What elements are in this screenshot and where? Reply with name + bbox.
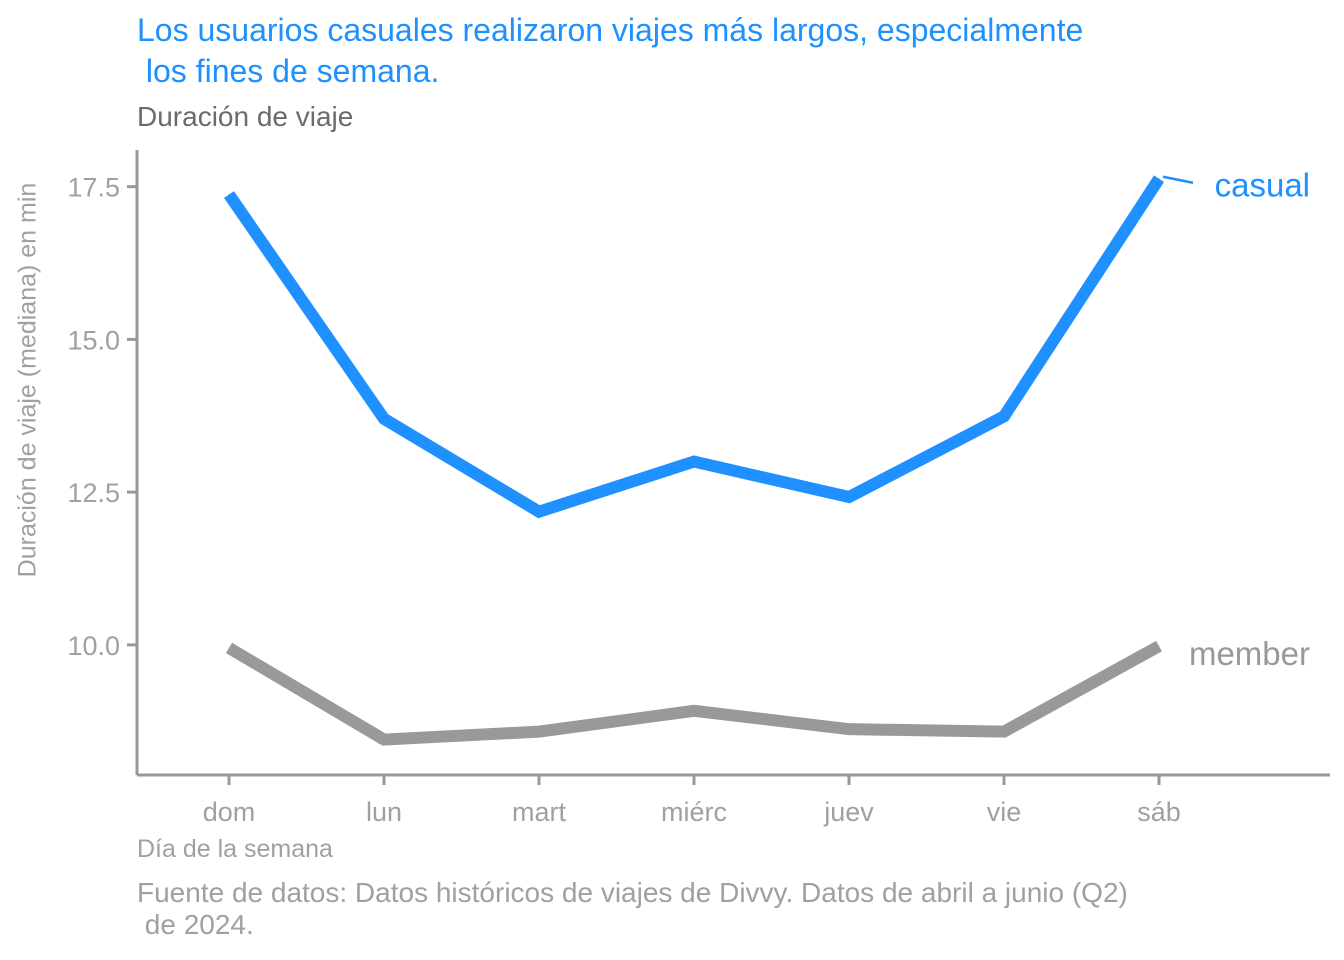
y-tick-label: 10.0: [67, 631, 120, 661]
data-point-casual: [538, 511, 540, 513]
y-tick-label: 15.0: [67, 325, 120, 355]
data-point-member: [1003, 731, 1005, 733]
data-point-casual: [228, 194, 230, 196]
data-point-casual: [383, 418, 385, 420]
caption-line-1: Fuente de datos: Datos históricos de via…: [137, 877, 1128, 908]
x-tick-label: miérc: [661, 797, 727, 827]
x-axis-label: Día de la semana: [137, 835, 333, 863]
x-tick-label: dom: [203, 797, 256, 827]
data-point-member: [538, 731, 540, 733]
y-tick-label: 12.5: [67, 478, 120, 508]
data-point-member: [693, 710, 695, 712]
x-tick-label: vie: [987, 797, 1022, 827]
data-point-member: [228, 647, 230, 649]
x-tick-label: lun: [366, 797, 402, 827]
data-point-casual: [1003, 415, 1005, 417]
series-label-casual: casual: [1215, 167, 1310, 204]
data-point-casual: [848, 496, 850, 498]
data-point-casual: [693, 461, 695, 463]
series-line-member: [225, 640, 1162, 746]
x-tick-label: juev: [823, 797, 874, 827]
data-point-member: [1158, 645, 1160, 647]
data-point-member: [383, 739, 385, 741]
series-label-leader-casual: [1162, 175, 1194, 184]
data-point-casual: [1158, 178, 1160, 180]
chart-title-line-2: los fines de semana.: [137, 53, 440, 89]
caption-line-2: de 2024.: [137, 909, 254, 940]
x-tick-label: sáb: [1137, 797, 1181, 827]
data-point-member: [848, 728, 850, 730]
series-label-member: member: [1189, 635, 1310, 672]
x-tick-label: mart: [512, 797, 566, 827]
chart-subtitle: Duración de viaje: [137, 101, 354, 132]
chart-title-line-1: Los usuarios casuales realizaron viajes …: [137, 12, 1084, 48]
y-tick-label: 17.5: [67, 173, 120, 203]
